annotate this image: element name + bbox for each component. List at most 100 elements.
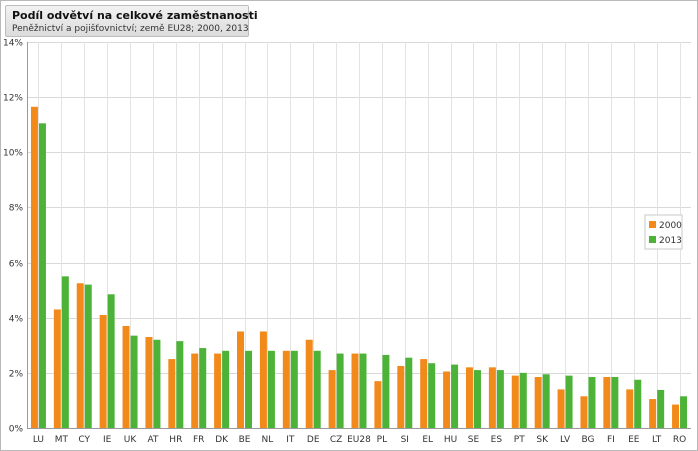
bar-2000-DK [214,353,222,428]
x-tick-label-NL: NL [262,435,274,445]
bar-2000-LT [649,399,657,428]
bar-2013-DE [313,350,321,428]
bar-2013-AT [153,339,161,428]
legend-swatch-2013 [649,236,656,243]
bar-2013-CZ [336,353,344,428]
x-tick-label-BG: BG [581,435,594,445]
y-tick-label: 2% [9,370,24,380]
bar-2000-MT [53,309,61,428]
bar-2000-CY [76,283,84,428]
bar-2000-LU [30,106,38,429]
bar-2013-SE [473,370,481,428]
x-tick-label-SI: SI [401,435,409,445]
bar-2000-UK [122,325,130,428]
y-tick-label: 10% [3,149,23,159]
bar-2000-SE [465,367,473,428]
bar-2013-PL [382,354,390,428]
y-tick-label: 14% [3,39,23,49]
x-tick-label-RO: RO [673,435,686,445]
x-tick-label-EE: EE [628,435,640,445]
bar-2013-ES [496,370,504,428]
bar-2000-SK [534,376,542,428]
x-tick-label-FR: FR [193,435,204,445]
chart-title-box: Podíl odvětví na celkové zaměstnanosti P… [5,5,258,37]
x-tick-label-LU: LU [33,435,44,445]
bar-2000-HR [168,359,176,428]
legend-box [644,214,683,250]
bar-2013-IE [107,294,115,428]
bar-2000-PL [374,381,382,428]
y-tick-label: 12% [3,94,23,104]
bar-2000-CZ [328,370,336,428]
bar-2000-SI [397,365,405,428]
bar-2000-EU28 [351,353,359,428]
x-tick-label-PT: PT [514,435,525,445]
bar-2013-MT [61,276,69,428]
y-tick-label: 0% [9,425,24,435]
bar-2000-IE [99,314,107,428]
chart-title: Podíl odvětví na celkové zaměstnanosti [12,9,258,22]
bar-2000-IT [282,350,290,428]
chart-subtitle: Peněžnictví a pojišťovnictví; země EU28;… [12,24,249,34]
bar-2013-IT [290,350,298,428]
bar-2013-DK [222,350,230,428]
bar-2013-FI [611,376,619,428]
bar-2000-PT [511,375,519,428]
bar-2000-BG [580,396,588,428]
bar-2013-NL [267,350,275,428]
bar-2013-UK [130,335,138,428]
x-tick-label-BE: BE [239,435,251,445]
x-tick-label-HU: HU [444,435,457,445]
bar-2013-RO [680,396,688,428]
x-tick-label-LT: LT [652,435,662,445]
bar-2013-EU28 [359,353,367,428]
x-tick-label-IE: IE [103,435,112,445]
bar-2013-SI [405,357,413,428]
x-tick-label-EU28: EU28 [347,435,371,445]
bar-2000-HU [443,371,451,428]
bar-2000-EE [626,389,634,428]
bar-2013-FR [199,348,207,428]
x-tick-label-LV: LV [560,435,571,445]
bar-2013-LU [38,123,46,428]
x-tick-label-HR: HR [169,435,182,445]
bar-2013-BG [588,376,596,428]
bar-2013-CY [84,284,92,428]
bar-2000-RO [672,404,680,428]
x-tick-label-PL: PL [377,435,387,445]
y-tick-label: 6% [9,260,24,270]
bar-2013-EL [428,363,436,428]
x-tick-label-SK: SK [536,435,549,445]
legend-swatch-2000 [649,221,656,228]
x-tick-label-DK: DK [215,435,229,445]
bar-2000-EL [420,359,428,428]
bar-2000-AT [145,337,153,428]
x-tick-label-MT: MT [55,435,69,445]
legend-label-2000: 2000 [659,221,682,231]
x-tick-label-ES: ES [491,435,503,445]
bar-2013-LV [565,375,573,428]
legend-label-2013: 2013 [659,236,682,246]
bar-2000-ES [488,367,496,428]
bar-2000-NL [259,331,267,428]
x-tick-label-UK: UK [124,435,138,445]
bar-2000-LV [557,389,565,428]
x-tick-label-CZ: CZ [330,435,342,445]
x-tick-label-FI: FI [607,435,615,445]
x-tick-label-SE: SE [468,435,480,445]
bar-2013-BE [245,350,253,428]
bar-2000-BE [237,331,245,428]
bar-2013-EE [634,379,642,428]
bar-2013-HR [176,341,184,428]
x-tick-label-IT: IT [286,435,295,445]
x-tick-label-EL: EL [422,435,433,445]
y-tick-label: 8% [9,204,24,214]
bar-2000-FI [603,376,611,428]
bar-2013-LT [657,389,665,428]
bar-2013-SK [542,374,550,428]
x-tick-label-AT: AT [147,435,158,445]
x-tick-label-CY: CY [78,435,90,445]
x-tick-label-DE: DE [307,435,320,445]
